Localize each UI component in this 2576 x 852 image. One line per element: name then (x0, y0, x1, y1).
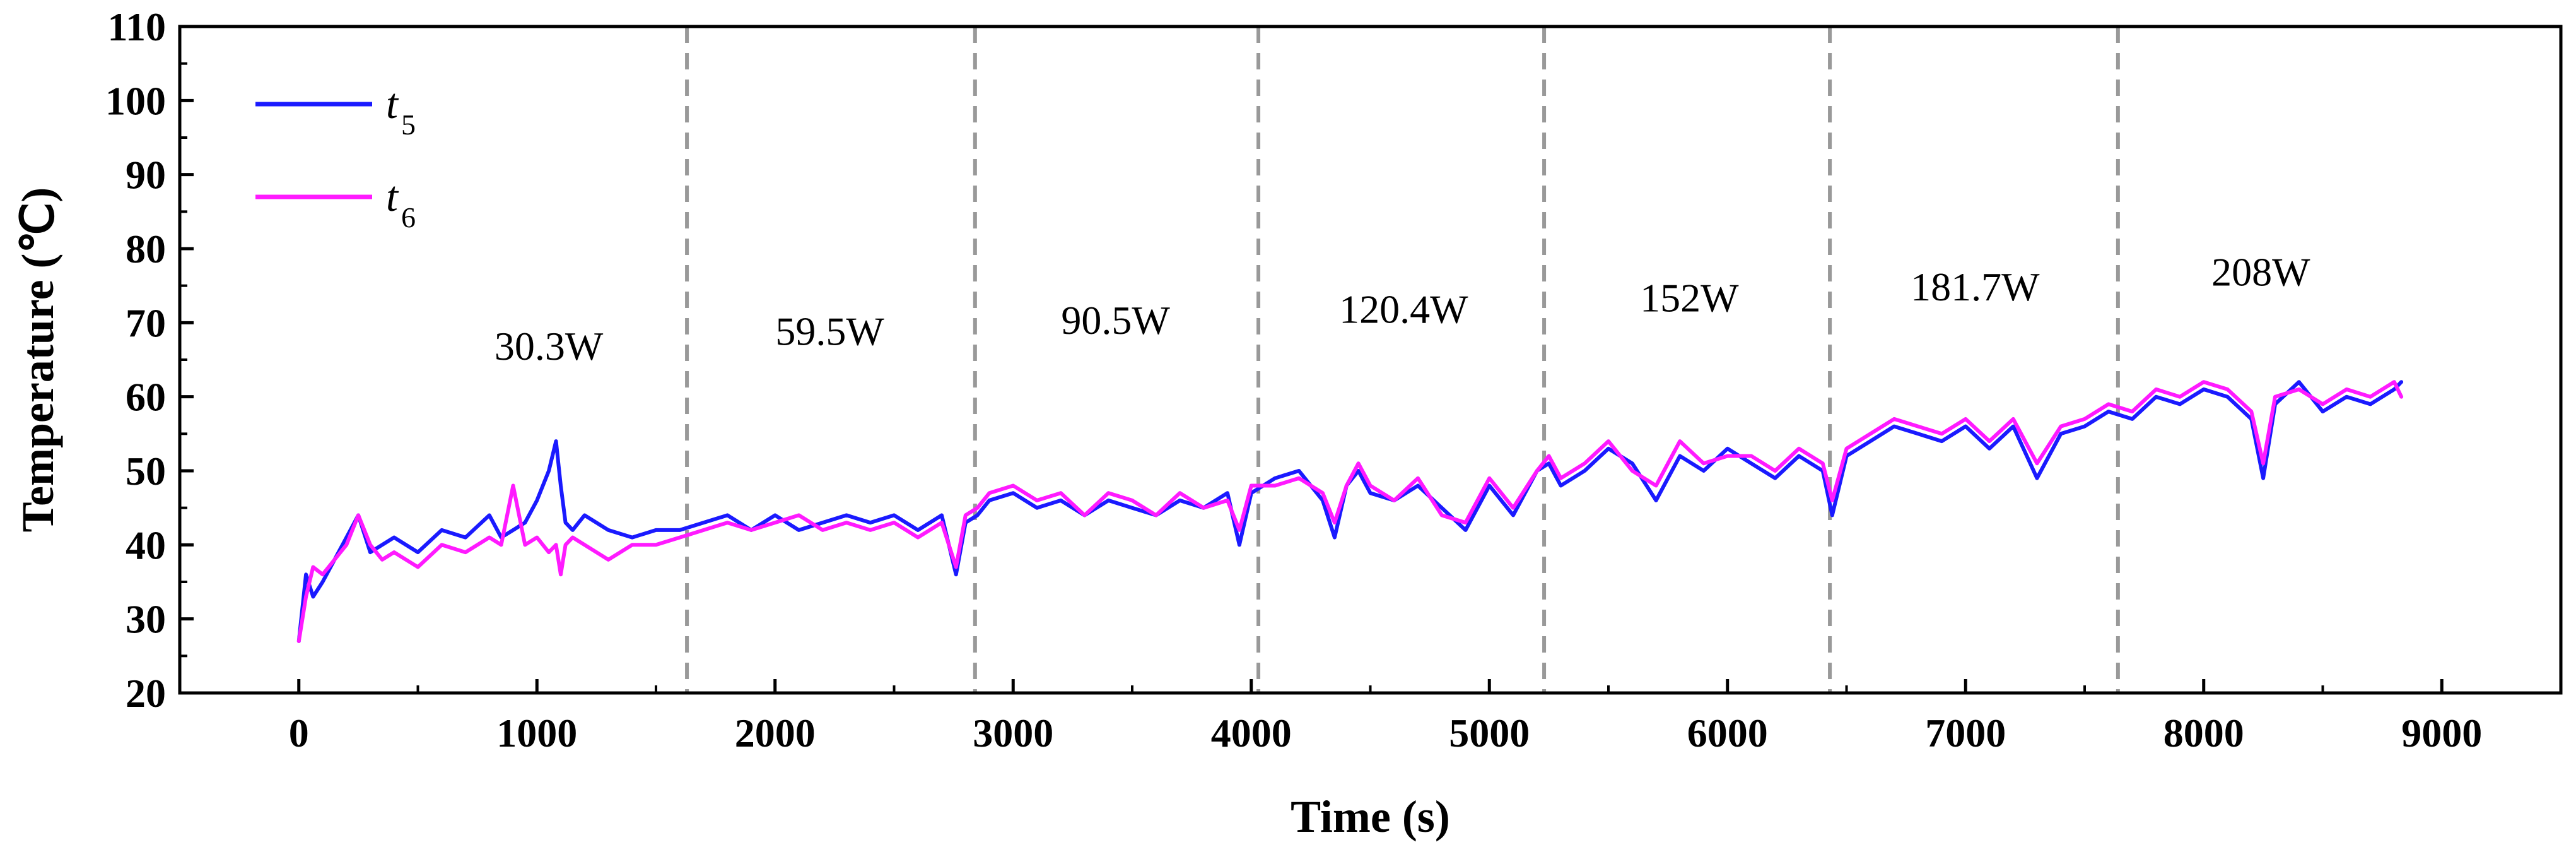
x-tick-label: 7000 (1925, 711, 2006, 755)
legend-label-t5: t (386, 80, 399, 127)
power-label: 181.7W (1911, 264, 2040, 309)
y-axis-ticks: 20 30 40 50 60 70 80 90 100 110 (105, 4, 194, 716)
x-tick-label: 9000 (2401, 711, 2482, 755)
x-tick-label: 5000 (1449, 711, 1530, 755)
y-tick-label: 90 (126, 153, 166, 198)
x-tick-label: 2000 (735, 711, 816, 755)
series-line-t6 (296, 380, 2404, 643)
x-tick-label: 1000 (496, 711, 577, 755)
y-tick-label: 30 (126, 597, 166, 642)
y-tick-label: 70 (126, 300, 166, 345)
x-tick-label: 8000 (2163, 711, 2244, 755)
y-tick-label: 60 (126, 375, 166, 420)
series-line-t5 (296, 380, 2404, 643)
power-label: 59.5W (775, 309, 884, 354)
y-tick-label: 100 (105, 78, 166, 123)
power-label: 208W (2211, 250, 2310, 295)
power-label: 152W (1640, 276, 1739, 321)
series-layer (296, 380, 2404, 643)
power-label: 30.3W (495, 324, 604, 369)
legend: t 5t 6 (255, 80, 416, 234)
y-tick-label: 80 (126, 227, 166, 271)
x-tick-label: 6000 (1687, 711, 1768, 755)
x-axis-title: Time (s) (1291, 791, 1450, 842)
legend-subscript-t6: 6 (401, 201, 416, 234)
x-tick-label: 0 (289, 711, 309, 755)
power-label: 120.4W (1339, 287, 1468, 331)
y-tick-label: 110 (108, 4, 166, 49)
power-label: 90.5W (1061, 298, 1170, 343)
stage-boundaries (685, 27, 2120, 693)
y-tick-label: 40 (126, 523, 166, 567)
x-tick-label: 4000 (1211, 711, 1292, 755)
y-axis-title: Temperature (℃) (13, 187, 63, 533)
x-axis-ticks: 0 1000 2000 3000 4000 5000 6000 7000 8000 9000 (179, 679, 2482, 755)
y-tick-label: 50 (126, 449, 166, 494)
x-tick-label: 3000 (973, 711, 1053, 755)
power-labels: 30.3W 59.5W 90.5W 120.4W 152W 181.7W 208W (495, 250, 2310, 369)
legend-label-t6: t (386, 172, 399, 220)
legend-subscript-t5: 5 (401, 109, 416, 141)
y-tick-label: 20 (126, 671, 166, 716)
